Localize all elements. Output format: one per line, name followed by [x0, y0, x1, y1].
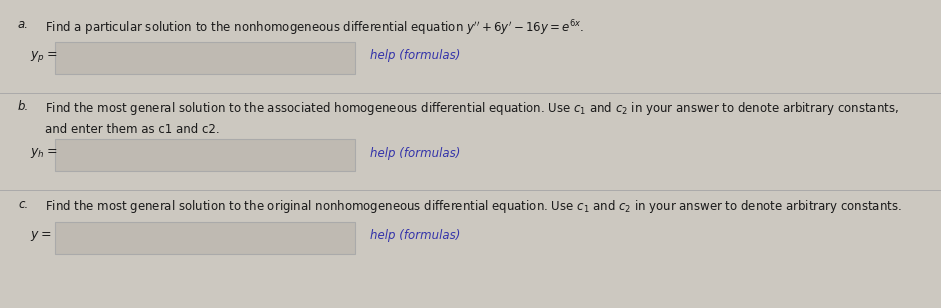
Text: help (formulas): help (formulas): [370, 147, 460, 160]
Text: help (formulas): help (formulas): [370, 229, 460, 242]
FancyBboxPatch shape: [55, 139, 355, 171]
Text: help (formulas): help (formulas): [370, 50, 460, 63]
Text: Find the most general solution to the original nonhomogeneous differential equat: Find the most general solution to the or…: [45, 198, 901, 215]
FancyBboxPatch shape: [55, 42, 355, 74]
Text: Find the most general solution to the associated homogeneous differential equati: Find the most general solution to the as…: [45, 100, 899, 117]
FancyBboxPatch shape: [55, 222, 355, 254]
Text: a.: a.: [18, 18, 29, 31]
Text: and enter them as c1 and c2.: and enter them as c1 and c2.: [45, 123, 219, 136]
Text: Find a particular solution to the nonhomogeneous differential equation $y'' + 6y: Find a particular solution to the nonhom…: [45, 18, 584, 38]
Text: $y_p =$: $y_p =$: [30, 48, 57, 63]
Text: c.: c.: [18, 198, 28, 211]
Text: b.: b.: [18, 100, 29, 113]
Text: $y_h =$: $y_h =$: [30, 146, 57, 160]
Text: $y =$: $y =$: [30, 229, 52, 243]
